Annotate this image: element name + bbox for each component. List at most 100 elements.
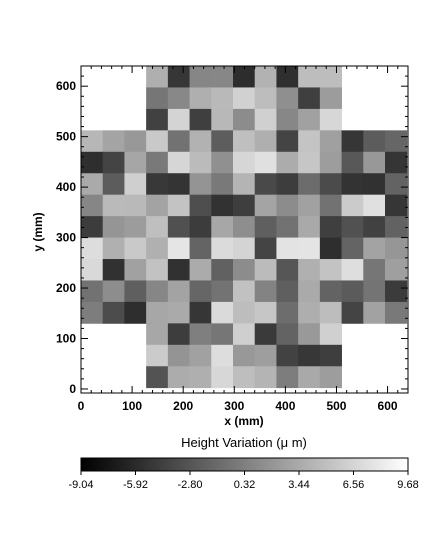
heatmap-cell	[385, 173, 408, 196]
heatmap-cell	[146, 366, 169, 389]
heatmap-cell	[102, 237, 125, 260]
heatmap-cell	[276, 259, 299, 281]
heatmap-cell	[167, 259, 190, 281]
heatmap-cell	[167, 108, 190, 131]
heatmap-cell	[211, 366, 234, 389]
heatmap-cell	[276, 87, 299, 110]
heatmap-cell	[254, 344, 277, 367]
heatmap-cell	[146, 237, 169, 260]
heatmap-cell	[211, 259, 234, 281]
heatmap-cell	[102, 151, 125, 174]
heatmap-cell	[319, 130, 342, 153]
heatmap-cell	[385, 151, 408, 174]
heatmap-cell	[124, 237, 147, 260]
heatmap-cell	[81, 280, 104, 303]
heatmap-cell	[233, 344, 256, 367]
heatmap-cell	[167, 344, 190, 367]
heatmap-cell	[211, 323, 234, 346]
heatmap-cell	[189, 366, 212, 389]
heatmap-cell	[102, 259, 125, 281]
y-tick-label: 100	[56, 332, 76, 346]
heatmap-cell	[146, 173, 169, 196]
heatmap-cell	[233, 108, 256, 131]
heatmap-cell	[319, 151, 342, 174]
heatmap-cell	[211, 216, 234, 238]
heatmap-cell	[363, 280, 386, 303]
heatmap-cell	[298, 259, 321, 281]
heatmap-cell	[319, 237, 342, 260]
heatmap-cell	[211, 280, 234, 303]
heatmap-cell	[233, 173, 256, 196]
colorbar-tick-label: -2.80	[177, 479, 202, 491]
heatmap-cell	[363, 151, 386, 174]
heatmap-cell	[341, 216, 364, 238]
heatmap-cell	[146, 216, 169, 238]
heatmap-cell	[276, 173, 299, 196]
heatmap-cell	[298, 194, 321, 217]
x-tick-label: 600	[378, 399, 398, 413]
heatmap-cell	[167, 301, 190, 324]
heatmap-cell	[189, 66, 212, 88]
heatmap-cell	[298, 216, 321, 238]
x-tick-label: 0	[78, 399, 85, 413]
heatmap-cell	[233, 323, 256, 346]
heatmap-cell	[298, 301, 321, 324]
colorbar-tick-label: -9.04	[68, 479, 93, 491]
heatmap-cell	[146, 108, 169, 131]
heatmap-cell	[124, 130, 147, 153]
heatmap-cell	[189, 194, 212, 217]
heatmap-cell	[189, 301, 212, 324]
heatmap-cell	[146, 259, 169, 281]
heatmap-cell	[298, 173, 321, 196]
heatmap-cell	[276, 301, 299, 324]
heatmap-cell	[233, 130, 256, 153]
heatmap-cell	[211, 194, 234, 217]
heatmap-cell	[254, 130, 277, 153]
heatmap-cell	[363, 259, 386, 281]
heatmap-cell	[124, 259, 147, 281]
heatmap-cell	[276, 194, 299, 217]
heatmap-cell	[189, 280, 212, 303]
heatmap-cell	[298, 108, 321, 131]
heatmap-cell	[298, 344, 321, 367]
y-tick-label: 600	[56, 79, 76, 93]
heatmap-cell	[211, 301, 234, 324]
heatmap-cell	[385, 194, 408, 217]
heatmap-cell	[298, 66, 321, 88]
x-axis-title: x (mm)	[224, 414, 263, 428]
heatmap-cell	[319, 323, 342, 346]
heatmap-cell	[102, 280, 125, 303]
heatmap-cell	[254, 173, 277, 196]
heatmap-cell	[189, 344, 212, 367]
heatmap-cell	[319, 366, 342, 389]
heatmap-cell	[341, 194, 364, 217]
heatmap-cell	[81, 151, 104, 174]
heatmap-cell	[319, 259, 342, 281]
heatmap-cell	[167, 66, 190, 88]
y-tick-label: 400	[56, 180, 76, 194]
heatmap-cell	[298, 130, 321, 153]
heatmap-cell	[319, 280, 342, 303]
heatmap-cell	[363, 216, 386, 238]
heatmap-cell	[363, 301, 386, 324]
colorbar-tick-label: 0.32	[234, 479, 255, 491]
heatmap-cell	[189, 237, 212, 260]
heatmap-cell	[254, 194, 277, 217]
x-tick-label: 200	[173, 399, 193, 413]
heatmap-cell	[167, 151, 190, 174]
heatmap-cell	[146, 66, 169, 88]
heatmap-cell	[102, 216, 125, 238]
heatmap-cell	[385, 216, 408, 238]
y-tick-label: 0	[69, 382, 76, 396]
heatmap-cell	[254, 280, 277, 303]
heatmap-cell	[319, 216, 342, 238]
heatmap-cell	[276, 108, 299, 131]
heatmap-cell	[254, 237, 277, 260]
heatmap-cell	[211, 87, 234, 110]
heatmap-cell	[167, 366, 190, 389]
heatmap-cell	[254, 216, 277, 238]
heatmap-cell	[211, 108, 234, 131]
heatmap-cell	[233, 301, 256, 324]
heatmap-cell	[233, 194, 256, 217]
heatmap-cell	[124, 173, 147, 196]
